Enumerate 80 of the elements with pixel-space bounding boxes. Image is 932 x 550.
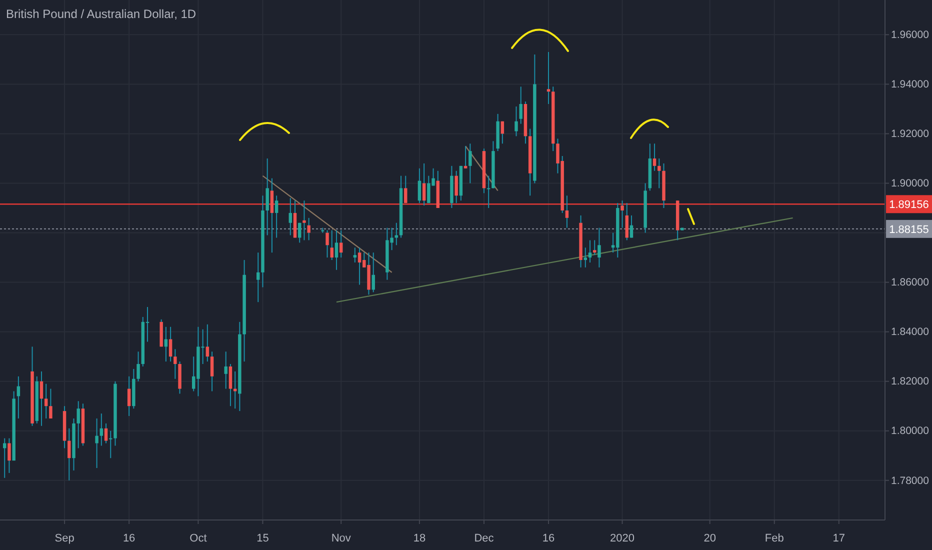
y-tick-label: 1.80000 xyxy=(891,425,930,438)
y-tick-label: 1.96000 xyxy=(891,29,930,42)
candlestick xyxy=(274,195,278,238)
candlestick xyxy=(500,120,504,144)
x-tick-label: Sep xyxy=(54,532,74,544)
ref-line-label: 1.88155 xyxy=(889,224,929,236)
candlestick xyxy=(519,86,522,124)
candlestick xyxy=(598,227,601,268)
candlestick xyxy=(210,351,214,392)
candlestick xyxy=(372,252,375,293)
x-tick-label: 16 xyxy=(542,532,555,544)
candlestick xyxy=(464,146,468,169)
candlestick xyxy=(136,351,140,382)
x-tick-label: Dec xyxy=(474,532,494,544)
x-tick-label: 16 xyxy=(122,532,136,544)
candlestick xyxy=(40,370,44,426)
candlestick xyxy=(49,388,52,419)
candlestick xyxy=(307,217,310,241)
y-tick-label: 1.90000 xyxy=(891,178,930,190)
candlestick xyxy=(334,230,338,270)
candlestick xyxy=(584,247,588,268)
candlestick xyxy=(454,170,458,204)
candlestick xyxy=(2,438,6,478)
candlestick xyxy=(625,202,628,241)
x-tick-label: 17 xyxy=(832,532,846,544)
candlestick xyxy=(266,158,269,236)
y-tick-label: 1.86000 xyxy=(891,276,930,289)
x-tick-label: Oct xyxy=(190,532,207,544)
y-tick-label: 1.94000 xyxy=(891,78,930,91)
x-tick-label: 20 xyxy=(704,532,716,544)
candlestick xyxy=(206,324,210,362)
candlestick xyxy=(486,175,490,208)
y-tick-label: 1.92000 xyxy=(891,128,930,140)
candlestick xyxy=(127,376,131,416)
candlestick xyxy=(418,168,422,204)
candlestick xyxy=(404,175,408,204)
candlestick xyxy=(256,252,260,303)
ref-line-label: 1.89156 xyxy=(889,199,929,212)
candlestick xyxy=(630,214,634,238)
y-tick-label: 1.84000 xyxy=(891,326,930,338)
candlestick xyxy=(44,383,48,419)
candlestick xyxy=(104,422,108,444)
candlestick xyxy=(514,106,518,137)
candlestick xyxy=(353,247,357,263)
candlestick xyxy=(422,162,426,206)
candlestick xyxy=(302,200,306,241)
candlestick xyxy=(168,326,172,362)
candlestick xyxy=(588,240,592,263)
candlestick xyxy=(592,240,596,256)
x-tick-label: Nov xyxy=(331,532,352,544)
candlestick xyxy=(68,428,71,481)
candlestick xyxy=(8,438,11,474)
candlestick xyxy=(288,198,292,236)
candlestick xyxy=(658,158,661,189)
candlestick xyxy=(109,430,112,459)
candlestick xyxy=(100,413,104,446)
candlestick xyxy=(228,364,232,407)
candlestick xyxy=(394,222,398,246)
candlestick xyxy=(330,230,334,260)
candlestick xyxy=(298,222,302,244)
candlestick xyxy=(565,195,569,228)
candlestick xyxy=(76,400,80,449)
candlestick xyxy=(224,351,228,390)
candlestick xyxy=(620,200,624,228)
candlestick xyxy=(652,143,656,172)
candlestick xyxy=(95,418,98,468)
candlestick xyxy=(546,52,550,104)
candlestick xyxy=(174,348,177,380)
candlestick xyxy=(164,326,168,362)
x-tick-label: 2020 xyxy=(610,532,635,544)
y-tick-label: 1.82000 xyxy=(891,376,930,388)
x-tick-label: 18 xyxy=(413,532,426,544)
candlestick xyxy=(326,230,329,258)
y-tick-label: 1.78000 xyxy=(891,474,930,487)
x-tick-label: Feb xyxy=(764,532,784,544)
candlestick xyxy=(468,143,472,184)
candlestick xyxy=(339,230,343,258)
candlestick xyxy=(270,178,274,254)
x-tick-label: 15 xyxy=(256,532,269,544)
text: British Pound / Australian Dollar, 1D xyxy=(6,7,196,21)
